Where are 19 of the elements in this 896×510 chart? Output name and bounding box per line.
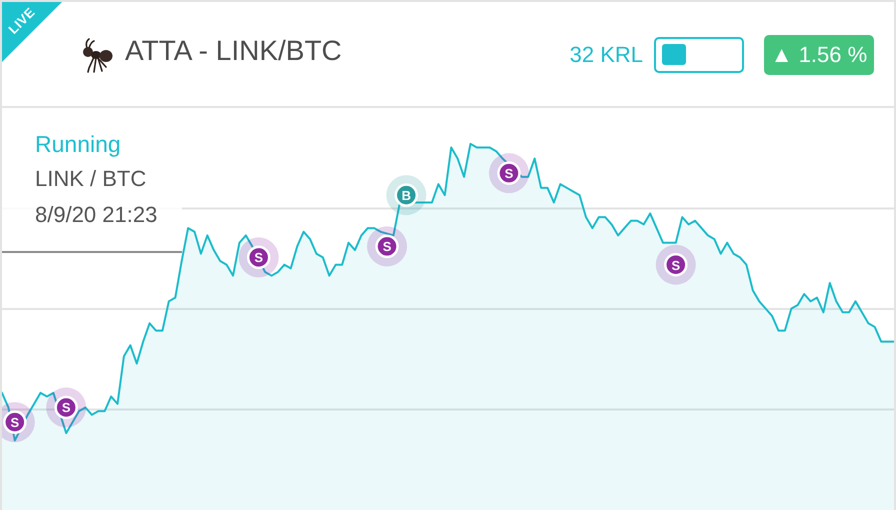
point xyxy=(367,226,408,266)
annotation: S xyxy=(62,400,71,416)
text: 32 KRL xyxy=(570,42,643,68)
text: ▲ 1.56 % xyxy=(770,42,868,68)
annotation: B xyxy=(402,188,411,204)
point xyxy=(238,237,279,278)
annotation: S xyxy=(10,415,20,430)
annotation: S xyxy=(254,250,264,266)
point xyxy=(386,175,426,216)
annotation: S xyxy=(671,258,680,273)
annotation: S xyxy=(382,239,392,254)
annotation: LINK / BTC xyxy=(35,166,146,192)
chart-title: ATTA - LINK/BTC xyxy=(125,35,342,67)
annotation: Running xyxy=(35,130,121,158)
annotation: 8/9/20 21:23 xyxy=(35,202,158,228)
point xyxy=(488,153,529,194)
point xyxy=(656,244,696,285)
annotation: S xyxy=(504,166,514,182)
point xyxy=(46,387,86,428)
